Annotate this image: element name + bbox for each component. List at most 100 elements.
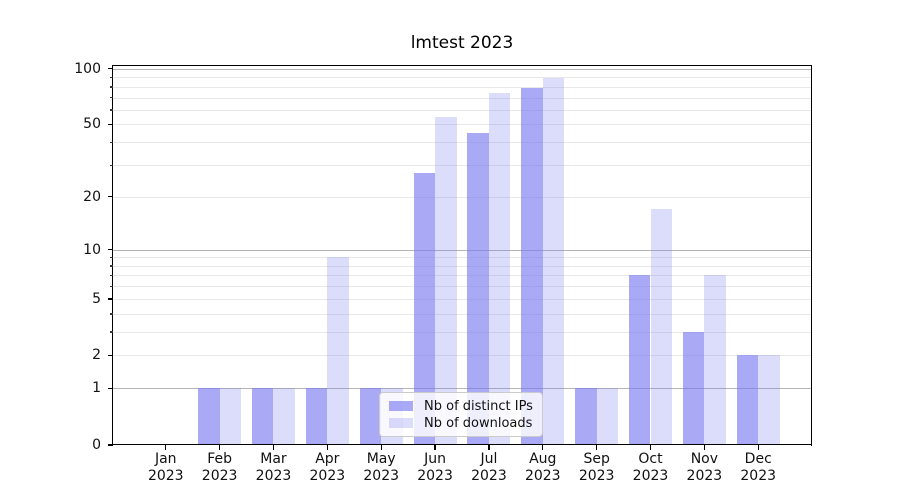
x-tick-month: May (366, 451, 396, 467)
legend-item-distinct-ips: Nb of distinct IPs (389, 398, 534, 414)
x-tick-year: 2023 (740, 468, 777, 484)
bar-nb-of-downloads-mar (273, 388, 296, 445)
x-tick-year: 2023 (578, 468, 615, 484)
gridline-8 (113, 265, 811, 267)
bar-nb-of-downloads-oct (650, 209, 673, 445)
gridline-50 (113, 124, 811, 126)
x-tick-month: Oct (638, 451, 663, 467)
x-tick-aug (542, 445, 544, 450)
bar-nb-of-downloads-nov (704, 275, 726, 445)
gridline-5 (113, 298, 811, 300)
x-tick-month: Feb (207, 451, 233, 467)
bar-nb-of-downloads-aug (542, 78, 565, 445)
x-tick-year: 2023 (632, 468, 669, 484)
x-tick-month: Jun (424, 451, 446, 467)
gridline-60 (113, 109, 811, 111)
gridline-90 (113, 77, 811, 79)
gridline-40 (113, 142, 811, 144)
bar-nb-of-downloads-apr (327, 257, 349, 445)
x-tick-year: 2023 (201, 468, 238, 484)
y-tick-1 (108, 387, 113, 390)
y-tick-label-2: 2 (92, 347, 101, 364)
x-tick-label-feb: Feb 2023 (180, 451, 260, 485)
x-tick-label-jul: Jul 2023 (449, 451, 529, 485)
bar-nb-of-downloads-jul (488, 93, 511, 445)
x-tick-year: 2023 (255, 468, 292, 484)
x-tick-year: 2023 (309, 468, 346, 484)
bar-nb-of-downloads-jun (435, 116, 457, 445)
bar-nb-of-distinct-ips-dec (736, 355, 759, 445)
gridline-2 (113, 355, 811, 357)
y-minor-tick-8 (110, 265, 113, 267)
x-tick-dec (757, 445, 759, 450)
y-tick-5 (108, 298, 113, 300)
x-tick-month: Mar (260, 451, 287, 467)
plot-top-spine (113, 65, 811, 67)
x-tick-label-oct: Oct 2023 (611, 451, 691, 485)
y-minor-tick-4 (110, 313, 113, 315)
x-tick-month: Aug (529, 451, 557, 467)
x-tick-label-jun: Jun 2023 (395, 451, 475, 485)
gridline-70 (113, 97, 811, 99)
bar-nb-of-downloads-feb (219, 388, 242, 445)
legend-swatch-distinct-ips-icon (389, 401, 413, 411)
y-minor-tick-6 (110, 285, 113, 288)
plot-area: Nb of distinct IPs Nb of downloads 0 1 2 5 1… (74, 61, 812, 484)
y-minor-tick-7 (110, 274, 113, 277)
legend: Nb of distinct IPs Nb of downloads (379, 392, 543, 437)
x-tick-month: Apr (315, 451, 340, 467)
x-tick-apr (326, 445, 328, 450)
gridline-80 (113, 86, 811, 88)
y-tick-label-0: 0 (92, 437, 101, 453)
y-tick-10 (108, 248, 113, 251)
bar-nb-of-downloads-sep (596, 388, 619, 445)
x-tick-label-sep: Sep 2023 (557, 451, 637, 485)
bar-nb-of-distinct-ips-apr (305, 388, 328, 445)
chart-title: lmtest 2023 (410, 33, 514, 53)
gridline-9 (113, 257, 811, 259)
bar-nb-of-distinct-ips-aug (521, 87, 543, 445)
gridline-4 (113, 313, 811, 315)
x-tick-year: 2023 (147, 468, 184, 484)
y-minor-tick-40 (110, 141, 113, 144)
y-tick-100 (108, 68, 113, 70)
x-tick-label-apr: Apr 2023 (287, 451, 367, 485)
y-tick-20 (108, 196, 113, 198)
plot-right-spine (810, 65, 812, 446)
x-tick-label-mar: Mar 2023 (233, 451, 313, 485)
bar-nb-of-distinct-ips-oct (628, 275, 651, 445)
x-tick-may (380, 445, 382, 450)
bar-nb-of-distinct-ips-sep (575, 388, 597, 445)
x-tick-year: 2023 (363, 468, 400, 484)
y-minor-tick-60 (110, 109, 113, 111)
x-tick-oct (649, 445, 652, 450)
y-tick-label-100: 100 (74, 60, 101, 77)
x-tick-jun (434, 445, 436, 450)
bar-nb-of-downloads-dec (758, 355, 780, 445)
gridline-100 (113, 68, 811, 70)
y-minor-tick-90 (110, 76, 113, 79)
x-tick-year: 2023 (524, 468, 561, 484)
y-tick-0 (108, 444, 113, 446)
bar-nb-of-distinct-ips-nov (682, 331, 705, 445)
bar-nb-of-distinct-ips-jul (467, 132, 489, 445)
legend-label-distinct-ips: Nb of distinct IPs (424, 398, 533, 414)
y-minor-tick-3 (110, 331, 113, 333)
y-minor-tick-30 (110, 164, 113, 166)
x-tick-nov (703, 445, 705, 450)
x-tick-label-jan: Jan 2023 (126, 451, 206, 485)
y-tick-2 (108, 354, 113, 357)
x-tick-month: Jan (154, 451, 177, 467)
x-tick-sep (595, 445, 598, 450)
x-tick-month: Sep (583, 451, 610, 467)
gridline-20 (113, 196, 811, 198)
gridline-7 (113, 275, 811, 277)
y-tick-label-10: 10 (83, 241, 101, 258)
x-tick-label-nov: Nov 2023 (664, 451, 744, 485)
legend-item-downloads: Nb of downloads (389, 415, 534, 431)
x-tick-jul (488, 445, 490, 450)
y-tick-label-5: 5 (92, 290, 101, 307)
gridline-10 (113, 249, 811, 251)
y-tick-50 (108, 123, 113, 126)
